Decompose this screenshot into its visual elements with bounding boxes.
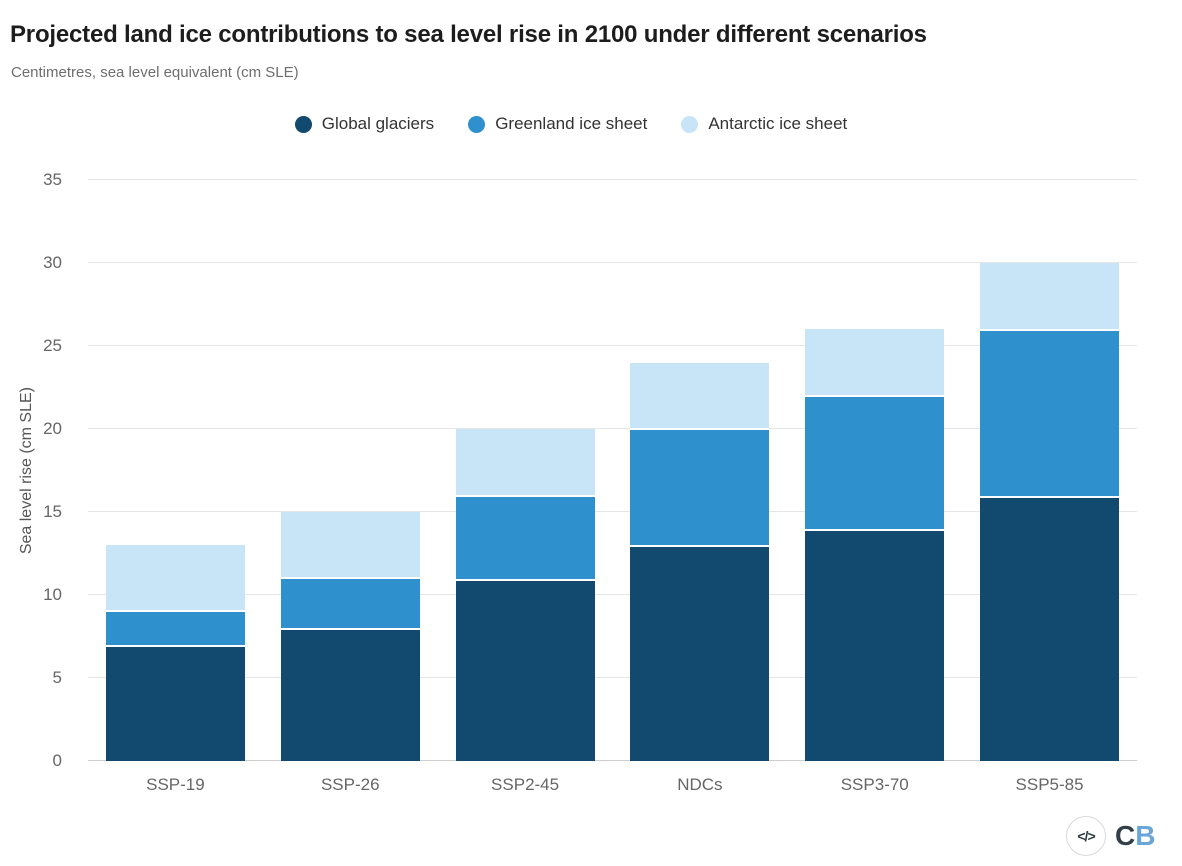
y-tick-label-10: 10 — [43, 585, 62, 604]
bar-group-ssp2-45 — [438, 180, 613, 761]
gridline-5 — [88, 677, 1137, 678]
bar-segment-antarctic-ice-sheet — [105, 545, 245, 611]
chart-subtitle: Centimetres, sea level equivalent (cm SL… — [11, 64, 299, 81]
embed-code-button[interactable]: </> — [1066, 816, 1106, 856]
bar-segment-antarctic-ice-sheet — [280, 512, 420, 578]
plot-area — [88, 179, 1137, 761]
stacked-bar-ssp5-85 — [980, 263, 1120, 761]
code-icon: </> — [1077, 828, 1095, 844]
bar-segment-greenland-ice-sheet — [105, 610, 245, 645]
bar-segment-antarctic-ice-sheet — [805, 329, 945, 396]
bar-group-ssp-26 — [263, 180, 438, 761]
legend-swatch-icon — [294, 115, 312, 133]
bar-segment-global-glaciers — [280, 628, 420, 761]
bar-group-ndcs — [612, 180, 787, 761]
x-category-label-ssp3-70: SSP3-70 — [840, 775, 909, 794]
stacked-bar-ssp2-45 — [455, 429, 595, 761]
bar-segment-antarctic-ice-sheet — [455, 429, 595, 495]
y-tick-label-15: 15 — [43, 502, 62, 521]
bar-segment-global-glaciers — [455, 578, 595, 761]
legend-swatch-icon — [681, 115, 699, 133]
stacked-bar-ndcs — [630, 362, 770, 761]
stacked-bar-ssp-26 — [280, 512, 420, 761]
stacked-bar-ssp3-70 — [805, 329, 945, 761]
legend-swatch-icon — [468, 115, 486, 133]
bar-segment-greenland-ice-sheet — [980, 328, 1120, 496]
y-tick-label-30: 30 — [43, 253, 62, 272]
y-axis-tick-labels: 0 5 10 15 20 25 30 35 — [0, 170, 75, 770]
x-axis-category-labels: SSP-19 SSP-26 SSP2-45 NDCs SSP3-70 SSP5-85 — [88, 775, 1137, 795]
gridline-0 — [88, 760, 1137, 761]
legend-item-antarctic-ice-sheet[interactable]: Antarctic ice sheet — [681, 114, 847, 134]
logo-letter-c: C — [1115, 820, 1136, 851]
bar-segment-global-glaciers — [980, 495, 1120, 761]
y-tick-label-5: 5 — [52, 668, 62, 687]
gridline-25 — [88, 345, 1137, 346]
bar-group-ssp5-85 — [962, 180, 1137, 761]
gridline-10 — [88, 594, 1137, 595]
gridline-35 — [88, 179, 1137, 180]
gridline-20 — [88, 428, 1137, 429]
bar-segment-greenland-ice-sheet — [455, 494, 595, 579]
bar-segment-antarctic-ice-sheet — [980, 263, 1120, 329]
x-category-label-ssp-26: SSP-26 — [320, 775, 380, 794]
y-tick-label-0: 0 — [52, 751, 62, 770]
bar-segment-greenland-ice-sheet — [630, 428, 770, 546]
legend-item-global-glaciers[interactable]: Global glaciers — [294, 114, 435, 134]
bar-segment-global-glaciers — [105, 644, 245, 761]
bar-slots — [88, 180, 1137, 761]
y-tick-label-35: 35 — [43, 170, 62, 189]
x-category-label-ssp2-45: SSP2-45 — [491, 775, 560, 794]
legend-item-greenland-ice-sheet[interactable]: Greenland ice sheet — [468, 114, 647, 134]
logo-letter-b: B — [1135, 820, 1156, 851]
carbonbrief-logo[interactable]: CB — [1115, 820, 1155, 852]
bar-segment-greenland-ice-sheet — [280, 577, 420, 629]
legend-label: Greenland ice sheet — [495, 114, 648, 133]
chart-title: Projected land ice contributions to sea … — [10, 21, 927, 49]
legend-label: Antarctic ice sheet — [708, 114, 848, 133]
bar-segment-greenland-ice-sheet — [805, 395, 945, 529]
y-tick-label-25: 25 — [43, 336, 62, 355]
legend: Global glaciers Greenland ice sheet Antarc… — [0, 114, 1142, 134]
gridline-30 — [88, 262, 1137, 263]
x-category-label-ndcs: NDCs — [677, 775, 723, 794]
gridline-15 — [88, 511, 1137, 512]
y-tick-label-20: 20 — [43, 419, 62, 438]
bar-segment-antarctic-ice-sheet — [630, 362, 770, 429]
bar-segment-global-glaciers — [630, 545, 770, 761]
bar-segment-global-glaciers — [805, 528, 945, 761]
bar-group-ssp3-70 — [787, 180, 962, 761]
stacked-bar-ssp-19 — [105, 545, 245, 761]
x-category-label-ssp5-85: SSP5-85 — [1015, 775, 1084, 794]
x-category-label-ssp-19: SSP-19 — [146, 775, 205, 794]
legend-label: Global glaciers — [321, 114, 435, 133]
bar-group-ssp-19 — [88, 180, 263, 761]
